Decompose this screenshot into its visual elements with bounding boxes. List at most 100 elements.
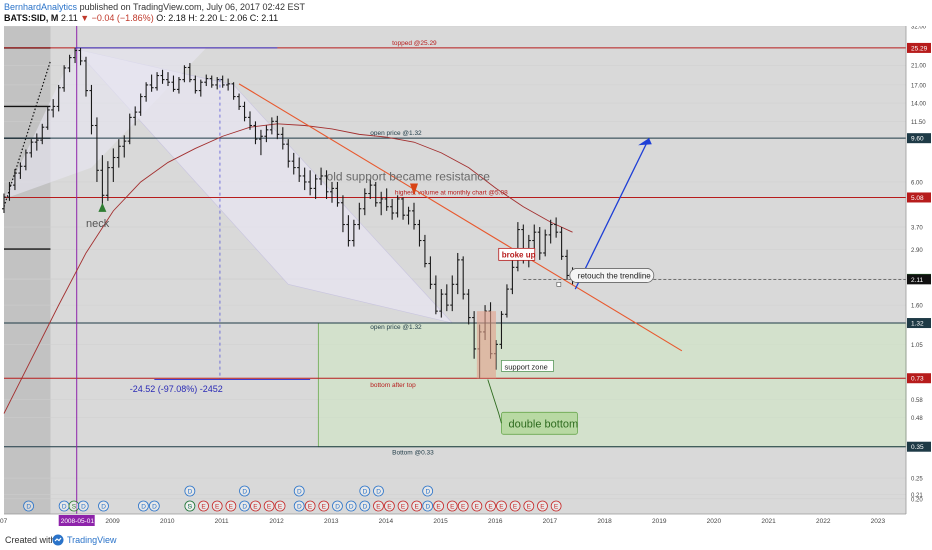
level-label: highest volume at monthly chart @5.08 — [395, 189, 508, 196]
event-marker-circle[interactable] — [304, 500, 316, 512]
event-marker-label: D — [188, 504, 193, 511]
event-marker-circle[interactable] — [148, 500, 160, 512]
event-marker-label: E — [229, 504, 234, 511]
event-marker-circle[interactable] — [373, 500, 384, 512]
event-marker-circle[interactable] — [523, 500, 535, 512]
event-marker-circle[interactable] — [446, 500, 458, 512]
event-marker-circle[interactable] — [411, 500, 423, 512]
price-tick-label: 32.00 — [911, 26, 927, 31]
event-marker-circle[interactable] — [537, 500, 548, 512]
event-marker-label: D — [297, 504, 302, 511]
event-marker-label: E — [387, 504, 392, 511]
event-marker-label: E — [278, 504, 283, 511]
event-marker-circle[interactable] — [433, 500, 445, 512]
event-marker-circle[interactable] — [274, 500, 286, 512]
price-tick-label: 21.00 — [911, 64, 927, 70]
time-tick-label: 2018 — [597, 518, 612, 525]
price-chart[interactable]: topped @25.29 open price @1.32 highest vol… — [0, 26, 932, 530]
event-marker-circle[interactable] — [359, 500, 371, 512]
tradingview-brand[interactable]: TradingView — [67, 535, 117, 545]
event-marker-circle[interactable] — [225, 500, 237, 512]
symbol-name: BATS:SID, M — [4, 13, 59, 23]
price-tick-label: 17.00 — [911, 83, 927, 89]
event-marker-label: D — [26, 504, 31, 511]
event-marker-upper-circle[interactable] — [373, 485, 384, 497]
event-marker-label: E — [253, 504, 258, 511]
retouch-marker — [556, 282, 562, 287]
event-marker-circle[interactable] — [457, 500, 469, 512]
moving-average-line — [3, 123, 573, 414]
support-zone-box — [317, 322, 907, 448]
resistance-trendline — [238, 83, 683, 352]
event-marker-circle[interactable] — [422, 500, 434, 512]
event-marker-label: E — [513, 504, 518, 511]
event-marker-upper-circle[interactable] — [359, 485, 371, 497]
price-tick-label: 0.48 — [911, 416, 923, 422]
level-label: open price @1.32 — [370, 130, 422, 137]
price-tick-label: 0.21 — [911, 493, 923, 499]
event-marker-circle[interactable] — [485, 500, 496, 512]
event-marker-circle[interactable] — [250, 500, 261, 512]
event-marker-upper-label: D — [297, 489, 302, 496]
time-tick-label: 2021 — [761, 518, 776, 525]
level-label: open price @1.32 — [370, 324, 422, 331]
chart-header: BernhardAnalytics published on TradingVi… — [0, 0, 932, 26]
event-marker-circle[interactable] — [345, 500, 357, 512]
neck-up-arrow — [98, 202, 107, 212]
event-marker-circle[interactable] — [68, 500, 80, 512]
time-tick-label: 2011 — [215, 518, 229, 525]
event-marker-circle[interactable] — [263, 500, 275, 512]
target-arrow-line — [574, 137, 650, 290]
event-marker-label: D — [349, 504, 354, 511]
event-marker-label: D — [62, 504, 67, 511]
event-marker-upper-circle[interactable] — [293, 485, 305, 497]
event-marker-circle[interactable] — [383, 500, 395, 512]
symbol-info: BATS:SID, M 2.11 ▼ −0.04 (−1.86%) O: 2.1… — [4, 13, 278, 23]
event-marker-lower-circle[interactable] — [184, 500, 196, 512]
event-marker-circle[interactable] — [496, 500, 507, 512]
event-marker-circle[interactable] — [239, 500, 250, 512]
event-marker-circle[interactable] — [318, 500, 330, 512]
event-marker-upper-circle[interactable] — [239, 485, 250, 497]
event-marker-circle[interactable] — [211, 500, 223, 512]
event-marker-circle[interactable] — [397, 500, 409, 512]
event-marker-upper-circle[interactable] — [184, 485, 196, 497]
event-marker-circle[interactable] — [550, 500, 562, 512]
event-marker-label: D — [335, 504, 340, 511]
event-marker-label: E — [401, 504, 406, 511]
resistance-down-arrow — [410, 183, 418, 196]
price-tick-label: 2.90 — [911, 248, 923, 254]
event-marker-label: E — [461, 504, 466, 511]
event-marker-circle[interactable] — [293, 500, 305, 512]
event-marker-upper-label: D — [363, 489, 368, 496]
time-tick-label: 2009 — [105, 518, 120, 525]
event-marker-circle[interactable] — [198, 500, 209, 512]
event-marker-circle[interactable] — [23, 500, 35, 512]
time-tick-label: 2013 — [324, 518, 339, 525]
event-marker-label: E — [415, 504, 420, 511]
price-badge-label: 2.11 — [911, 277, 924, 284]
price-badge-label: 9.60 — [911, 136, 924, 143]
time-tick-label: 2023 — [871, 518, 886, 525]
event-marker-circle[interactable] — [137, 500, 149, 512]
event-marker-label: E — [215, 504, 220, 511]
event-marker-label: D — [242, 504, 247, 511]
event-marker-circle[interactable] — [509, 500, 521, 512]
event-marker-circle[interactable] — [98, 500, 109, 512]
event-marker-circle[interactable] — [332, 500, 343, 512]
time-tick-label: 2014 — [379, 518, 394, 525]
event-marker-circle[interactable] — [471, 500, 483, 512]
event-marker-label: S — [72, 504, 77, 511]
level-label: bottom after top — [370, 382, 416, 389]
price-change: ▼ −0.04 (−1.86%) — [80, 13, 154, 23]
author-name[interactable]: BernhardAnalytics — [4, 2, 78, 12]
event-marker-label: E — [436, 504, 441, 511]
publish-date: published on TradingView.com, July 06, 2… — [79, 2, 306, 12]
price-badge-label: 5.08 — [911, 195, 924, 202]
price-badge — [907, 192, 931, 203]
event-marker-upper-circle[interactable] — [422, 485, 434, 497]
event-marker-upper-label: D — [188, 489, 193, 496]
event-marker-label: D — [425, 504, 430, 511]
event-marker-circle[interactable] — [77, 500, 89, 512]
level-label: Bottom @0.33 — [392, 450, 434, 457]
